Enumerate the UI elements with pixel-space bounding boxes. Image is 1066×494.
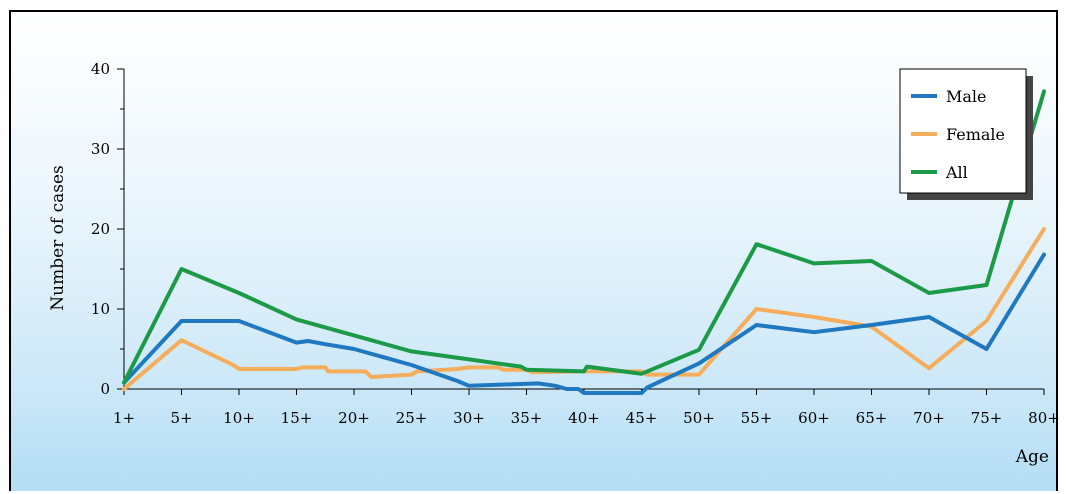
x-tick-label: 40+ [568,409,600,427]
series-lines [122,89,1046,395]
y-tick-label: 40 [91,60,110,78]
x-tick-label: 20+ [338,409,370,427]
x-tick-label: 75+ [971,409,1003,427]
legend-label-male: Male [946,87,987,106]
chart-frame: 0 10 20 30 40 1+ 5+ 10+ 15+ 20+ 25+ 30+ 35+ 40+ 45+ 50+… [9,10,1060,491]
x-tick-label: 35+ [511,409,543,427]
x-tick-label: 25+ [396,409,428,427]
legend-label-female: Female [946,125,1005,144]
x-tick-label: 50+ [683,409,715,427]
legend-label-all: All [945,163,968,182]
y-tick-label: 20 [91,220,110,238]
legend: Male Female All [899,68,1033,200]
series-line-male [122,252,1046,395]
x-axis-title: Age [1015,447,1049,467]
y-tick-label: 10 [91,300,110,318]
x-tick-label: 45+ [626,409,658,427]
series-line-all [122,89,1046,385]
y-tick-label: 30 [91,140,110,158]
x-tick-label: 55+ [741,409,773,427]
x-tick-label: 70+ [913,409,945,427]
x-tick-label: 60+ [798,409,830,427]
line-chart: 0 10 20 30 40 1+ 5+ 10+ 15+ 20+ 25+ 30+ 35+ 40+ 45+ 50+… [48,60,1060,467]
x-tick-label: 15+ [281,409,313,427]
x-tick-label: 80+ [1028,409,1060,427]
x-tick-label: 10+ [223,409,255,427]
x-tick-label: 1+ [113,409,135,427]
axes: 0 10 20 30 40 1+ 5+ 10+ 15+ 20+ 25+ 30+ 35+ 40+ 45+ 50+… [91,60,1060,427]
x-tick-label: 65+ [856,409,888,427]
y-tick-label: 0 [100,380,110,398]
x-tick-label: 30+ [453,409,485,427]
x-tick-label: 5+ [170,409,192,427]
y-axis-title: Number of cases [48,165,68,311]
series-line-female [122,227,1046,391]
